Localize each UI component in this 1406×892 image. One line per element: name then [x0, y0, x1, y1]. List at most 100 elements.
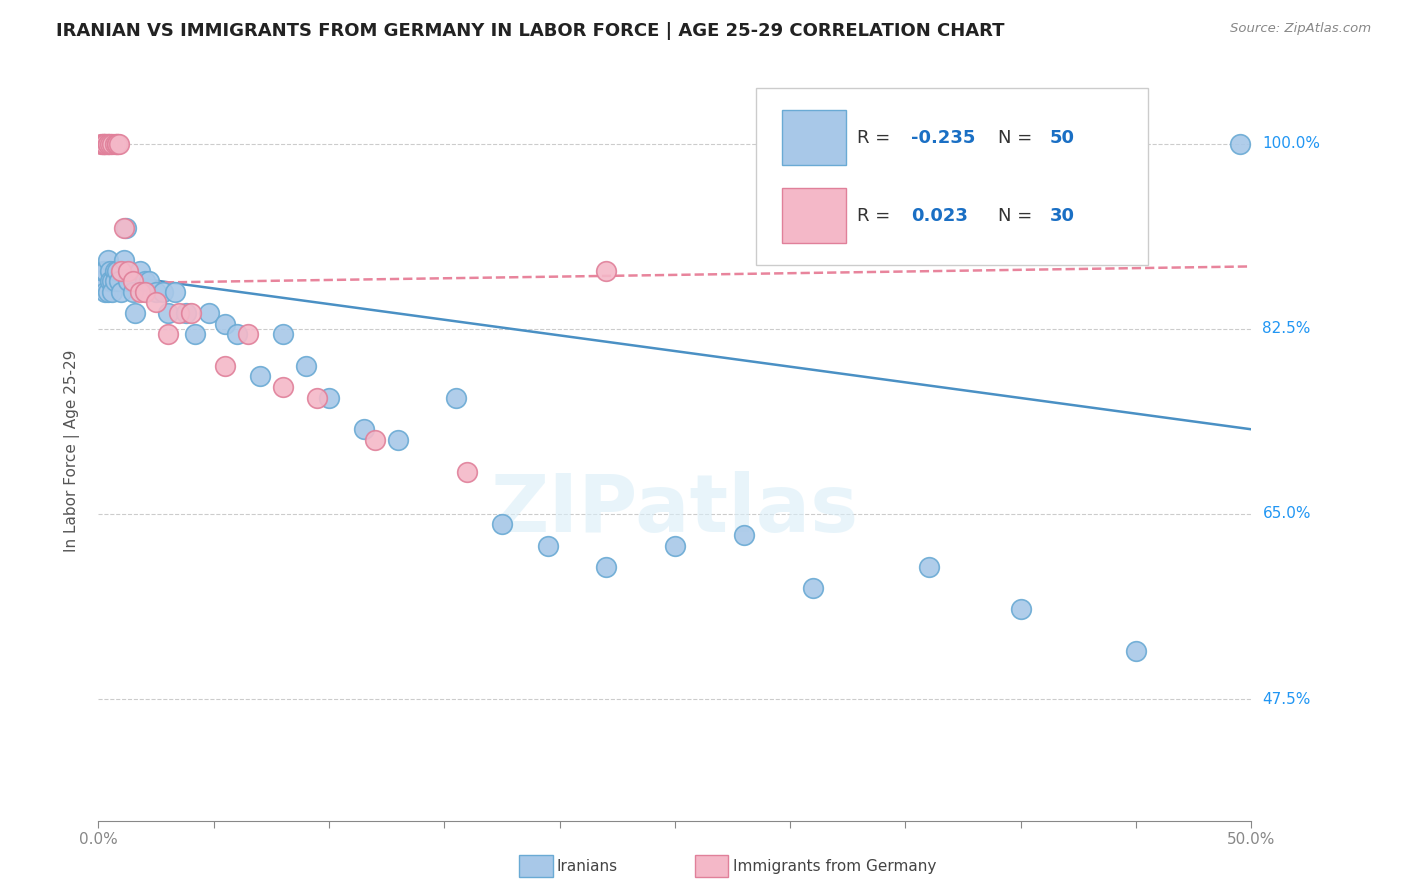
Point	[98, 274, 121, 288]
Point	[91, 263, 114, 277]
Point	[91, 136, 114, 151]
Point	[105, 136, 128, 151]
Point	[1229, 136, 1251, 151]
Point	[456, 465, 478, 479]
Point	[124, 306, 146, 320]
Point	[1125, 644, 1147, 658]
FancyBboxPatch shape	[755, 87, 1147, 266]
Point	[110, 263, 132, 277]
Point	[364, 433, 387, 447]
Text: 50: 50	[1049, 129, 1074, 147]
Point	[537, 539, 560, 553]
Point	[491, 517, 513, 532]
Point	[271, 327, 294, 342]
Point	[595, 263, 617, 277]
Point	[108, 274, 131, 288]
Point	[353, 422, 375, 436]
Point	[97, 136, 120, 151]
Point	[138, 274, 160, 288]
Point	[94, 263, 117, 277]
Point	[664, 539, 686, 553]
Text: -0.235: -0.235	[911, 129, 976, 147]
Point	[214, 317, 236, 331]
Point	[115, 221, 138, 235]
Point	[174, 306, 197, 320]
Text: IRANIAN VS IMMIGRANTS FROM GERMANY IN LABOR FORCE | AGE 25-29 CORRELATION CHART: IRANIAN VS IMMIGRANTS FROM GERMANY IN LA…	[56, 22, 1005, 40]
Text: 0.023: 0.023	[911, 207, 969, 225]
Point	[101, 285, 124, 299]
Point	[94, 136, 117, 151]
Point	[163, 285, 186, 299]
Point	[295, 359, 318, 373]
Point	[110, 285, 132, 299]
Point	[307, 391, 329, 405]
Point	[214, 359, 236, 373]
Point	[180, 306, 202, 320]
Point	[152, 285, 174, 299]
Point	[103, 136, 125, 151]
Point	[105, 263, 128, 277]
Text: Iranians: Iranians	[557, 859, 617, 873]
Point	[167, 306, 190, 320]
Point	[198, 306, 221, 320]
Point	[90, 136, 112, 151]
Point	[112, 253, 135, 268]
Point	[97, 253, 120, 268]
Point	[101, 274, 124, 288]
Point	[156, 327, 179, 342]
Point	[595, 559, 617, 574]
Point	[105, 136, 128, 151]
Text: 65.0%: 65.0%	[1263, 507, 1310, 522]
Point	[117, 274, 139, 288]
Point	[122, 274, 145, 288]
Point	[108, 136, 131, 151]
Point	[94, 136, 117, 151]
Text: Immigrants from Germany: Immigrants from Germany	[733, 859, 936, 873]
Point	[122, 285, 145, 299]
Text: 47.5%: 47.5%	[1263, 691, 1310, 706]
Point	[801, 581, 824, 595]
Point	[271, 380, 294, 394]
Point	[117, 263, 139, 277]
Point	[98, 263, 121, 277]
Point	[129, 263, 152, 277]
Point	[733, 528, 755, 542]
Text: N =: N =	[998, 129, 1038, 147]
Point	[444, 391, 467, 405]
Text: R =: R =	[858, 207, 896, 225]
Point	[98, 136, 121, 151]
Point	[249, 369, 271, 384]
Point	[97, 285, 120, 299]
Point	[917, 559, 939, 574]
Point	[134, 285, 156, 299]
Point	[318, 391, 340, 405]
Point	[145, 285, 167, 299]
Text: R =: R =	[858, 129, 896, 147]
FancyBboxPatch shape	[782, 110, 845, 165]
FancyBboxPatch shape	[782, 187, 845, 244]
Point	[145, 295, 167, 310]
Point	[94, 285, 117, 299]
Point	[101, 136, 124, 151]
Text: Source: ZipAtlas.com: Source: ZipAtlas.com	[1230, 22, 1371, 36]
Point	[134, 274, 156, 288]
Text: 82.5%: 82.5%	[1263, 321, 1310, 336]
Y-axis label: In Labor Force | Age 25-29: In Labor Force | Age 25-29	[63, 350, 80, 551]
Point	[91, 136, 114, 151]
Point	[1010, 602, 1032, 616]
Point	[90, 274, 112, 288]
Point	[97, 136, 120, 151]
Text: ZIPatlas: ZIPatlas	[491, 471, 859, 549]
Point	[112, 221, 135, 235]
Point	[103, 263, 125, 277]
Point	[129, 285, 152, 299]
Point	[156, 306, 179, 320]
Point	[387, 433, 409, 447]
Point	[103, 274, 125, 288]
Point	[238, 327, 260, 342]
Text: 100.0%: 100.0%	[1263, 136, 1320, 152]
Point	[225, 327, 247, 342]
Text: N =: N =	[998, 207, 1038, 225]
Point	[184, 327, 207, 342]
Text: 30: 30	[1049, 207, 1074, 225]
